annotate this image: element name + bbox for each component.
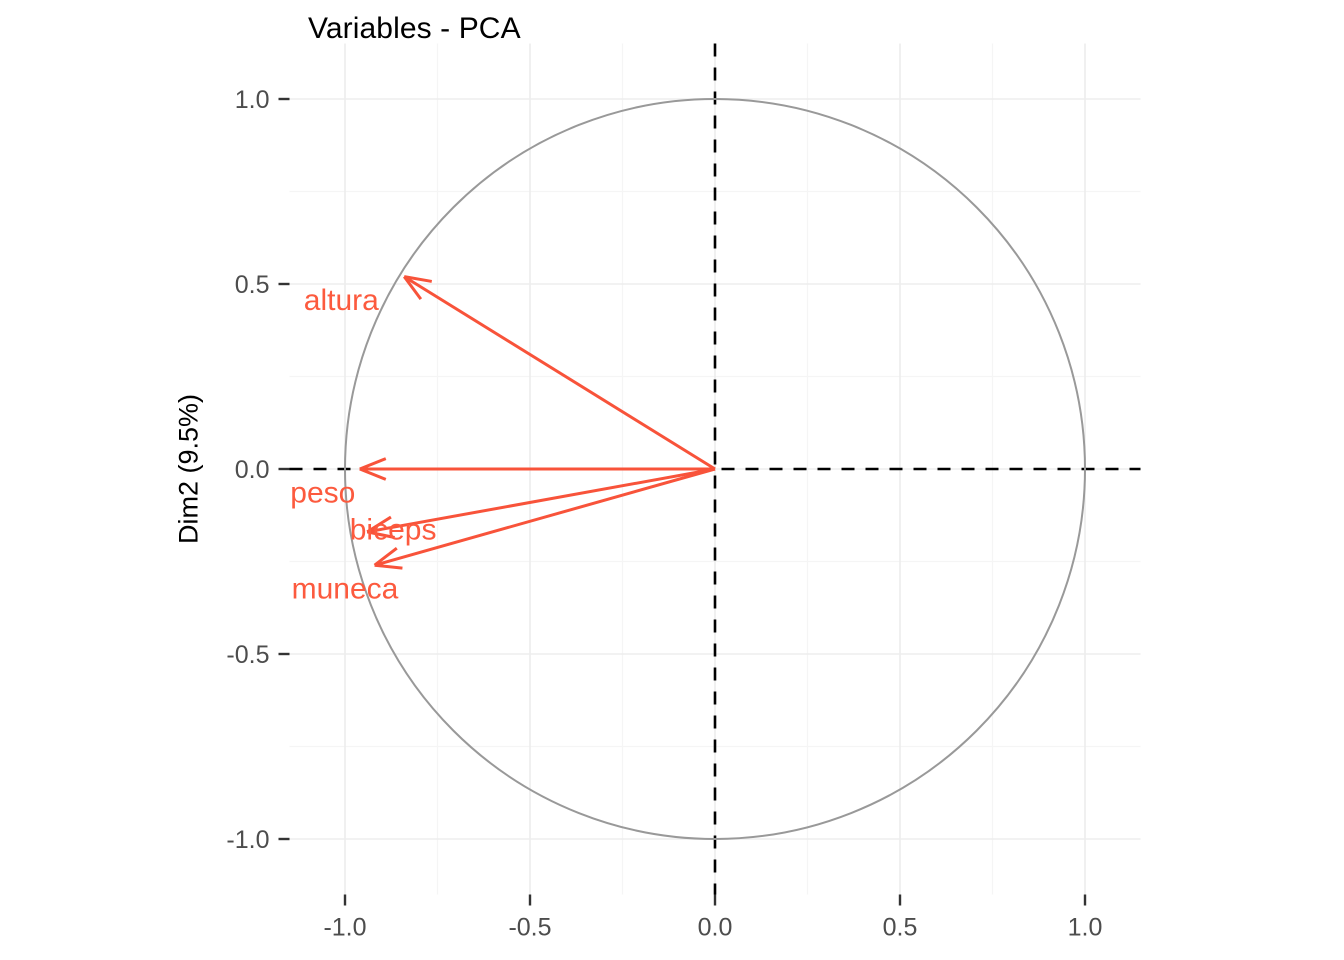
y-axis-title: Dim2 (9.5%) (174, 394, 204, 544)
y-tick-label: 0.5 (235, 271, 270, 299)
x-tick-label: 0.0 (698, 914, 733, 942)
variable-labels: altura peso biceps muneca (290, 284, 436, 606)
x-tick-label: -1.0 (323, 914, 366, 942)
x-tick-label: -0.5 (508, 914, 551, 942)
variable-label-peso: peso (290, 476, 355, 509)
y-tick-label: 0.0 (235, 456, 270, 484)
variable-label-biceps: biceps (350, 513, 437, 546)
page-title: Variables - PCA (308, 12, 521, 45)
y-tick-label: -1.0 (226, 826, 269, 854)
arrow-peso (359, 457, 715, 481)
x-axis-title: Dim1 (85.2%) (632, 959, 797, 960)
y-tick-label: 1.0 (235, 86, 270, 114)
x-tick-label: 0.5 (883, 914, 918, 942)
arrow-muneca (373, 467, 716, 570)
variable-label-altura: altura (304, 284, 379, 317)
arrow-biceps (366, 467, 716, 539)
variable-arrows (359, 275, 716, 570)
x-tick-label: 1.0 (1068, 914, 1103, 942)
variable-label-muneca: muneca (292, 573, 399, 606)
arrow-altura (402, 275, 716, 471)
y-axis-ticks: 1.0 0.5 0.0 -0.5 -1.0 (226, 86, 290, 854)
x-axis-ticks: -1.0 -0.5 0.0 0.5 1.0 (323, 894, 1103, 942)
correlation-circle (344, 98, 1086, 840)
y-tick-label: -0.5 (226, 641, 269, 669)
